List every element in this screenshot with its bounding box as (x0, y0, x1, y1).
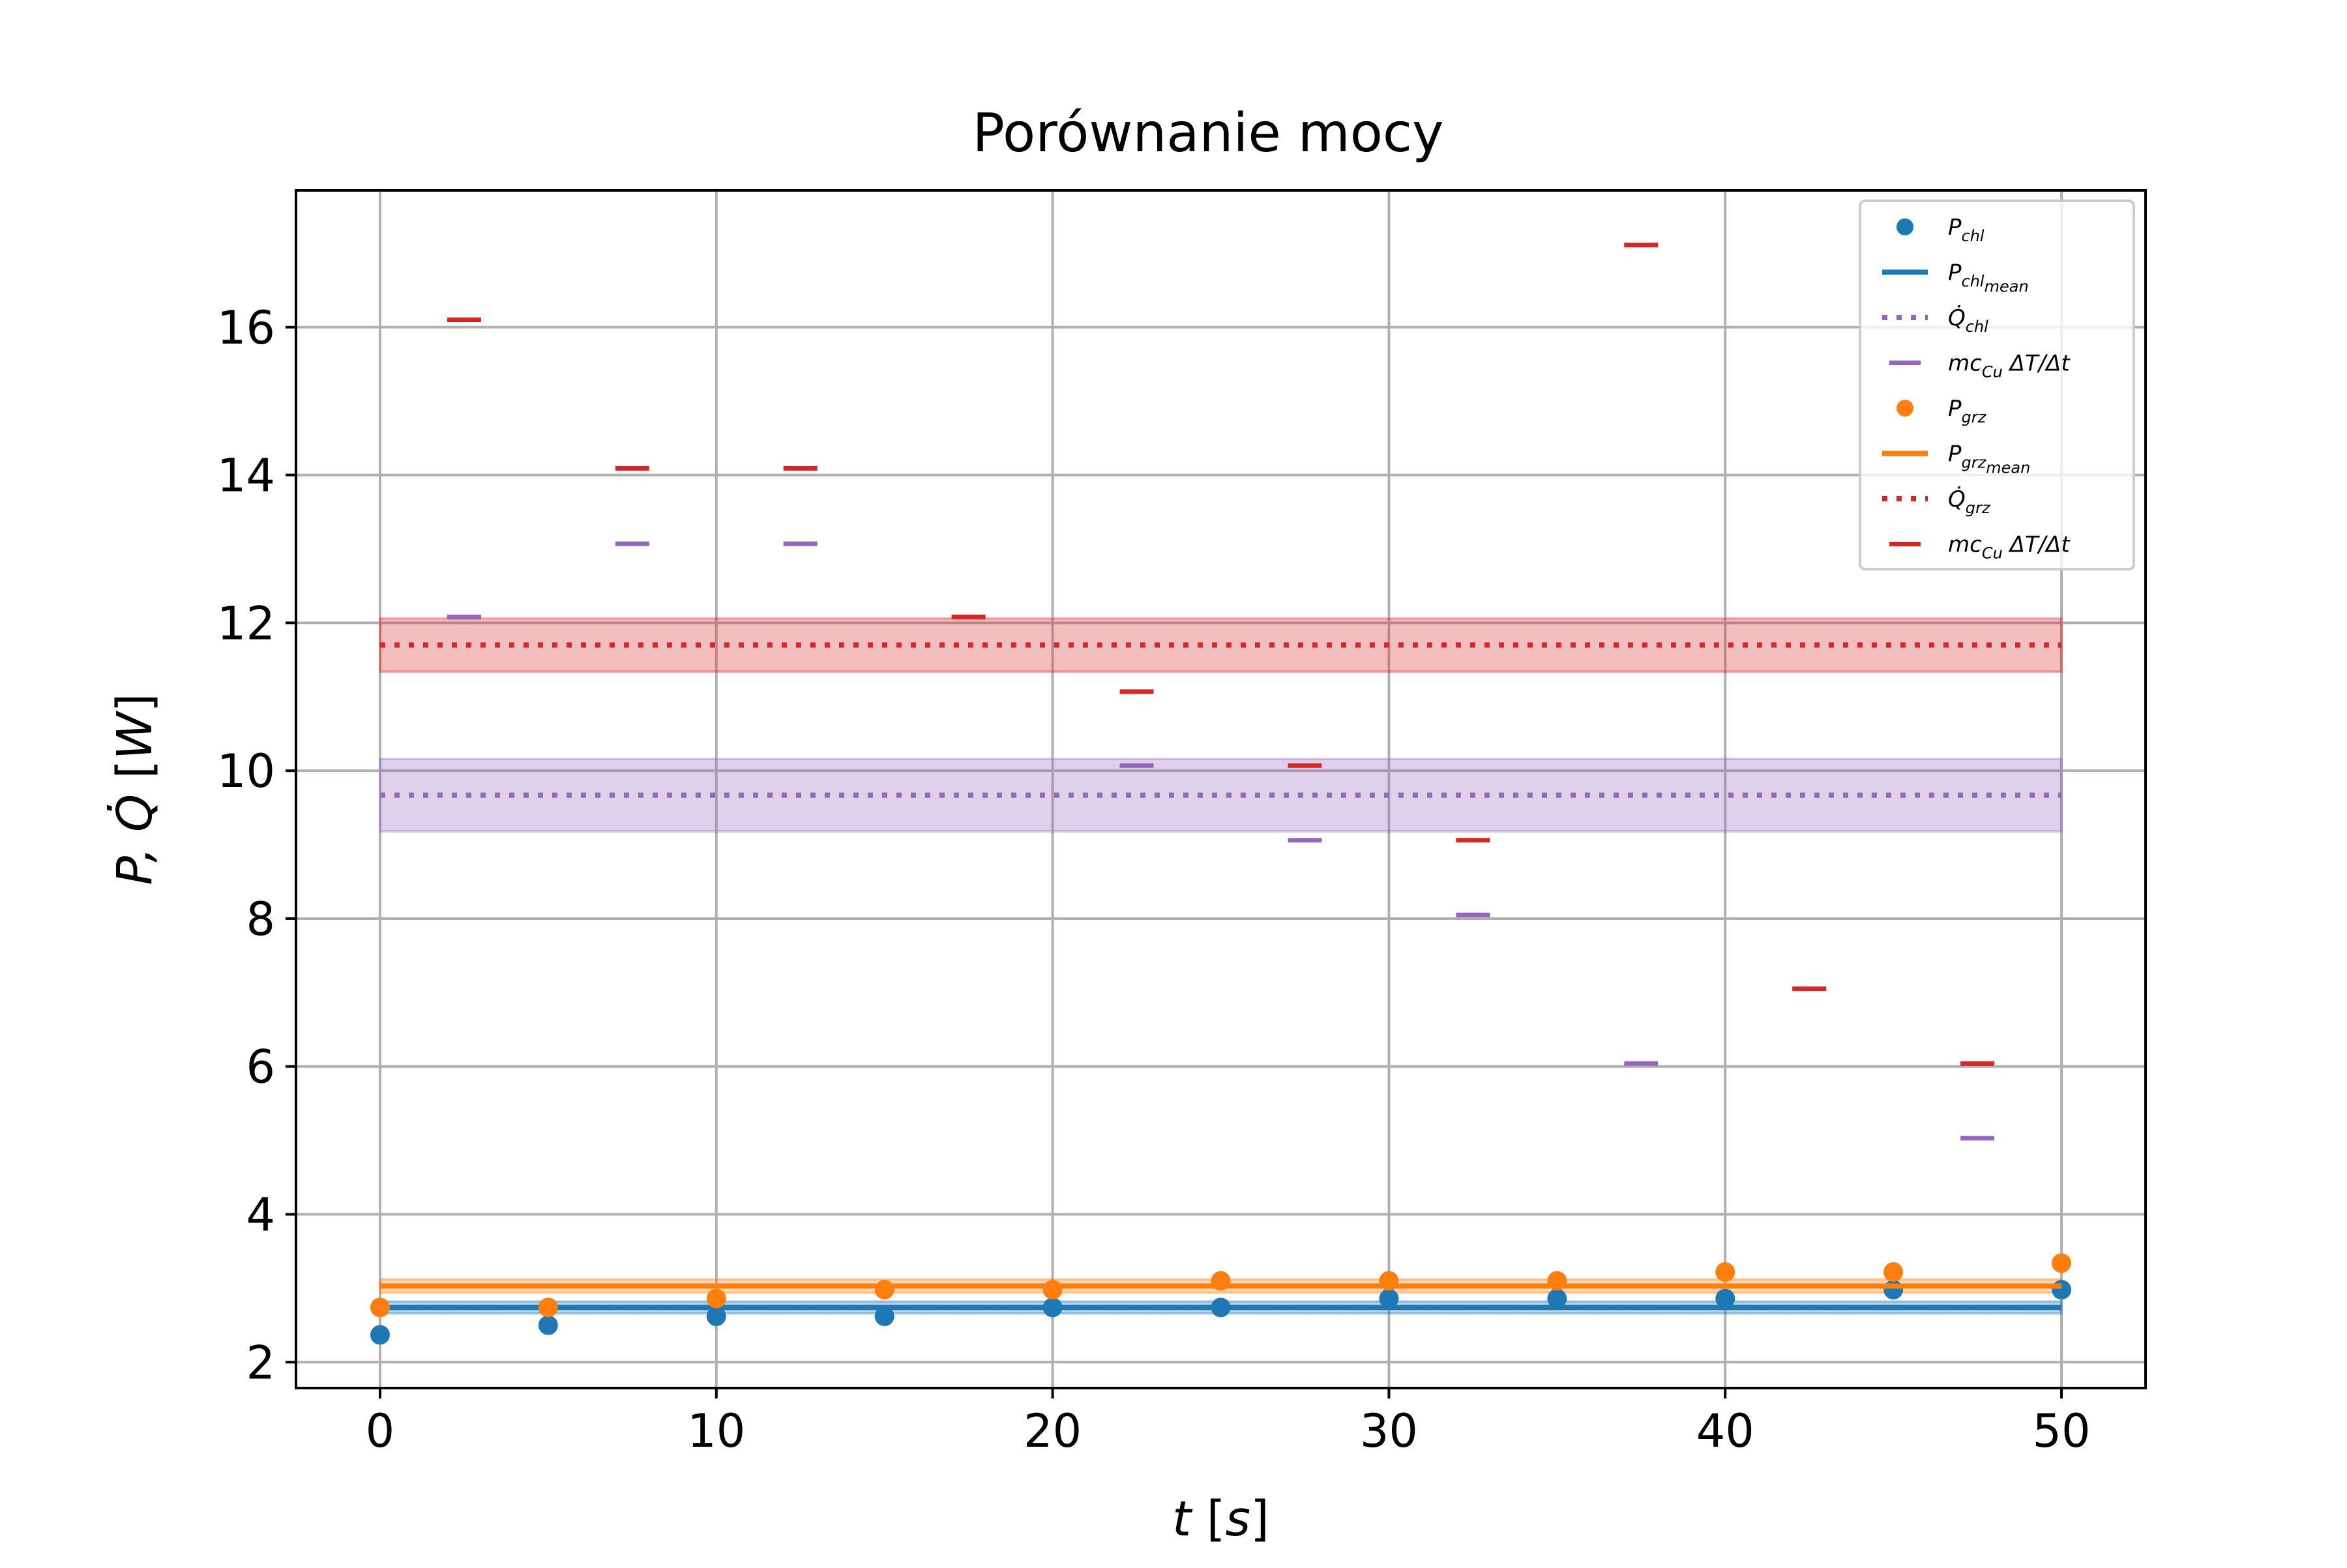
legend-label: Pchl (1948, 214, 1985, 245)
y-tick-label: 2 (246, 1336, 275, 1389)
legend-label: mcCu ΔT/Δt (1948, 532, 2071, 563)
legend-label: Pchlmean (1948, 260, 2029, 296)
confidence-band (378, 617, 2063, 673)
legend-label: Pgrzmean (1948, 441, 2030, 477)
y-tick-label: 12 (217, 597, 275, 650)
legend: Pchl Pchlmean Q̇chl mcCu ΔT/Δt Pgrz Pgrzmean Q… (1859, 200, 2135, 570)
y-tick-label: 8 (246, 893, 275, 946)
data-point (874, 1280, 894, 1300)
data-point (706, 1288, 726, 1309)
series-layer (370, 243, 2072, 1345)
x-tick-label: 20 (1024, 1404, 1082, 1458)
legend-label: Pgrz (1948, 396, 1987, 426)
data-point (370, 1297, 390, 1318)
data-point (1547, 1288, 1567, 1309)
data-point (538, 1297, 558, 1318)
legend-label: Q̇grz (1948, 486, 1991, 517)
legend-label: mcCu ΔT/Δt (1948, 351, 2071, 381)
data-point (370, 1325, 390, 1345)
y-tick-label: 14 (217, 449, 275, 503)
grid (296, 190, 2146, 1388)
x-tick-label: 50 (2033, 1404, 2091, 1458)
y-tick-label: 16 (217, 301, 275, 355)
data-point (1715, 1288, 1735, 1309)
x-tick-label: 10 (687, 1404, 745, 1458)
legend-marker (1897, 218, 1913, 235)
confidence-band (378, 758, 2063, 833)
data-point (706, 1307, 726, 1327)
data-point (2052, 1253, 2072, 1273)
legend-label: Q̇chl (1948, 305, 1988, 336)
x-axis-label: t [s] (1172, 1491, 1269, 1547)
legend-box (1859, 200, 2135, 570)
data-point (2052, 1280, 2072, 1300)
data-point (1715, 1262, 1735, 1282)
data-point (538, 1315, 558, 1335)
data-point (1379, 1288, 1399, 1309)
data-point (874, 1307, 894, 1327)
tick-layer: 0 10 20 30 40 50 2 4 6 8 10 12 14 16 (217, 301, 2091, 1458)
x-tick-label: 0 (366, 1404, 395, 1458)
legend-marker (1897, 400, 1913, 417)
x-tick-label: 40 (1696, 1404, 1754, 1458)
y-tick-label: 10 (217, 745, 275, 798)
data-point (1883, 1280, 1904, 1300)
y-axis-label: P, Q̇ [W] (107, 693, 163, 885)
plot-frame (295, 189, 2147, 1389)
x-tick-label: 30 (1360, 1404, 1418, 1458)
data-point (1883, 1262, 1904, 1282)
chart-title: Porównanie mocy (973, 102, 1444, 164)
data-point (1042, 1280, 1063, 1300)
y-tick-label: 4 (246, 1189, 275, 1242)
y-tick-label: 6 (246, 1041, 275, 1094)
